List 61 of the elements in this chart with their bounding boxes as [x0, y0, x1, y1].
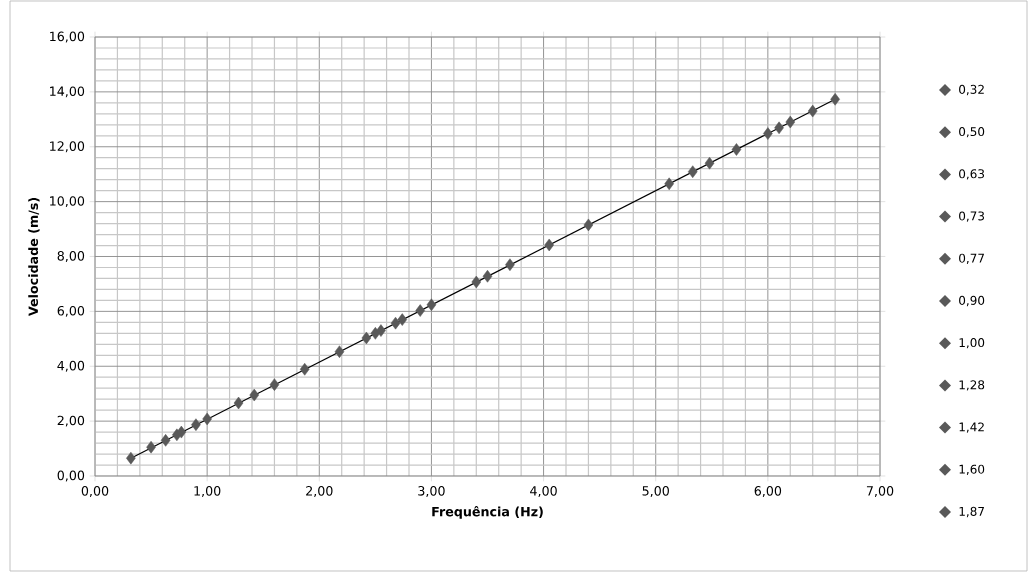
x-tick-label: 1,00: [194, 486, 221, 497]
point: [664, 177, 674, 191]
point: [233, 396, 244, 410]
legend-label: 1,28: [959, 380, 985, 391]
point: [397, 313, 408, 326]
y-tick-label: 14,00: [50, 86, 85, 98]
y-tick-label: 6,00: [57, 305, 85, 317]
legend-label: 1,87: [959, 506, 984, 518]
point: [482, 269, 493, 283]
y-tick-label: 12,00: [50, 141, 85, 153]
point: [202, 412, 212, 426]
y-tick-label: 10,00: [50, 196, 85, 208]
point: [830, 93, 840, 106]
point: [415, 304, 425, 317]
point: [807, 104, 818, 118]
point: [390, 316, 401, 330]
point: [785, 115, 796, 129]
x-tick-label: 7,00: [866, 486, 894, 497]
point: [334, 345, 345, 358]
x-tick-label: 4,00: [530, 486, 557, 497]
point: [126, 451, 136, 465]
point: [505, 258, 515, 271]
x-axis-title: Frequência (Hz): [432, 506, 543, 519]
point: [299, 363, 310, 376]
legend-label: 0,63: [959, 169, 985, 180]
point: [774, 121, 784, 135]
y-tick-label: 8,00: [57, 251, 85, 262]
point: [731, 143, 742, 156]
x-tick-label: 3,00: [418, 486, 445, 497]
point: [376, 324, 386, 337]
point: [704, 156, 715, 170]
y-tick-label: 16,00: [50, 31, 85, 43]
point: [160, 434, 171, 447]
legend-label: 1,00: [959, 338, 985, 349]
point: [763, 127, 773, 140]
x-tick-label: 5,00: [642, 486, 669, 497]
legend-label: 1,42: [959, 422, 984, 433]
point: [191, 418, 201, 431]
y-axis-title: Velocidade (m/s): [28, 197, 40, 317]
legend-label: 0,90: [959, 295, 985, 307]
point: [426, 298, 437, 312]
y-tick-label: 0,00: [57, 470, 85, 482]
legend-label: 0,50: [959, 127, 985, 138]
y-tick-label: 4,00: [57, 360, 85, 372]
point: [544, 238, 554, 252]
x-tick-label: 0,00: [81, 486, 109, 497]
x-tick-label: 6,00: [754, 486, 782, 497]
point: [687, 165, 698, 178]
point: [146, 440, 156, 454]
point: [176, 425, 187, 439]
legend-label: 1,60: [959, 464, 985, 475]
legend-label: 0,77: [959, 253, 984, 264]
y-tick-label: 2,00: [57, 415, 85, 427]
point: [583, 218, 594, 232]
point: [269, 378, 280, 391]
x-tick-label: 2,00: [306, 486, 333, 497]
legend-label: 0,32: [959, 84, 984, 96]
legend-label: 0,73: [959, 211, 985, 222]
point: [471, 275, 482, 289]
point: [249, 388, 260, 402]
point: [361, 331, 372, 345]
